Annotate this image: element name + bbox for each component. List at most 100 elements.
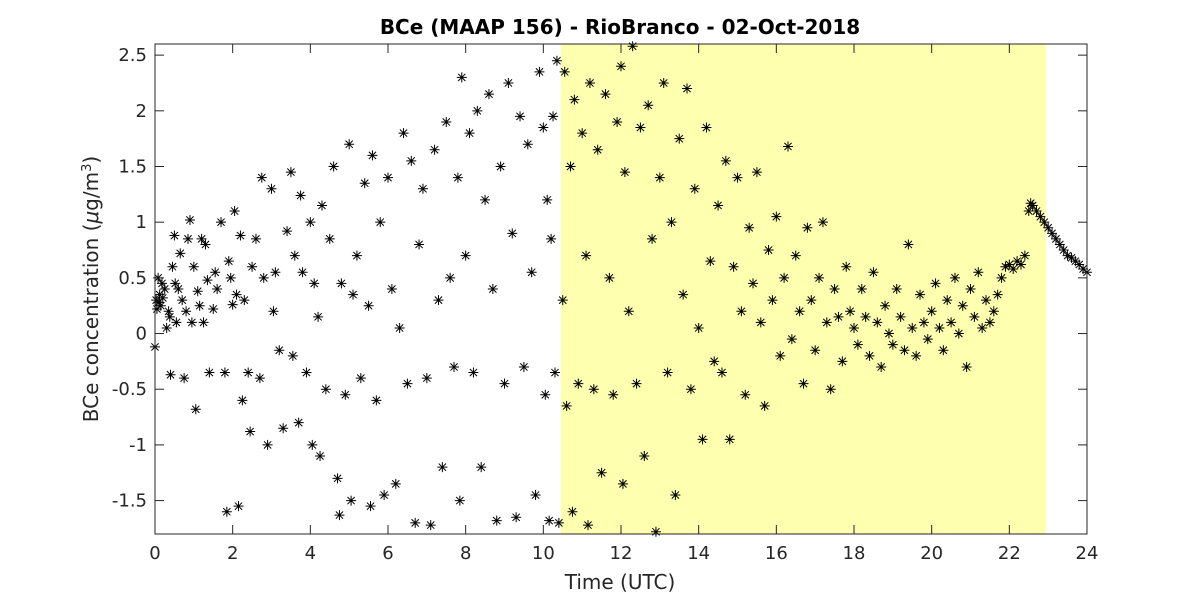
y-tick-label: -0.5 <box>112 379 147 400</box>
data-point <box>495 161 506 172</box>
data-point <box>794 306 805 317</box>
data-point <box>410 517 421 528</box>
data-point <box>219 367 230 378</box>
data-point <box>163 306 174 317</box>
data-point <box>483 89 494 100</box>
data-point <box>491 515 502 526</box>
data-point <box>1004 259 1015 270</box>
data-point <box>227 299 238 310</box>
data-point <box>233 501 244 512</box>
data-point <box>250 233 261 244</box>
data-point <box>243 367 254 378</box>
data-point <box>662 367 673 378</box>
data-point <box>600 89 611 100</box>
data-point <box>841 261 852 272</box>
data-point <box>650 526 661 537</box>
data-point <box>169 230 180 241</box>
data-point <box>190 404 201 415</box>
data-point <box>390 478 401 489</box>
data-point <box>825 384 836 395</box>
x-tick-label: 20 <box>920 543 943 564</box>
data-point <box>767 295 778 306</box>
data-point <box>814 272 825 283</box>
data-point <box>239 295 250 306</box>
y-tick-label: -1.5 <box>112 491 147 512</box>
data-point <box>1050 233 1061 244</box>
data-point <box>449 361 460 372</box>
data-point <box>604 272 615 283</box>
data-point <box>732 172 743 183</box>
data-point <box>837 356 848 367</box>
data-point <box>309 278 320 289</box>
data-point <box>266 183 277 194</box>
data-point <box>639 451 650 462</box>
data-point <box>627 41 638 52</box>
data-point <box>177 295 188 306</box>
y-axis-title-unit-mu: μ <box>79 211 103 225</box>
data-point <box>159 284 170 294</box>
y-axis-title-suffix: ) <box>79 156 103 164</box>
data-point <box>200 239 211 250</box>
x-axis-title: Time (UTC) <box>564 570 676 594</box>
data-point <box>996 272 1007 283</box>
data-point <box>256 172 267 183</box>
data-point <box>608 389 619 400</box>
data-point <box>779 272 790 283</box>
data-point <box>883 328 894 339</box>
data-point <box>744 222 755 233</box>
data-point <box>674 133 685 144</box>
data-point <box>414 239 425 250</box>
data-point <box>984 317 995 328</box>
data-point <box>170 278 181 289</box>
data-point <box>845 306 856 317</box>
data-point <box>965 284 976 294</box>
data-point <box>274 345 285 356</box>
data-point <box>181 306 192 317</box>
data-point <box>592 144 603 155</box>
data-point <box>934 322 945 333</box>
x-tick-label: 4 <box>305 543 316 564</box>
data-point <box>720 155 731 166</box>
data-point <box>666 217 677 228</box>
data-point <box>775 350 786 361</box>
data-point <box>548 111 559 122</box>
data-point <box>186 317 197 328</box>
data-point <box>247 261 258 272</box>
y-tick-label: 0 <box>136 324 147 345</box>
data-point <box>616 61 626 72</box>
data-point <box>612 116 623 127</box>
data-point <box>899 345 910 356</box>
data-point <box>499 378 510 389</box>
data-point <box>992 289 1003 300</box>
data-point <box>210 267 221 278</box>
data-point <box>895 311 906 322</box>
data-point <box>153 297 164 308</box>
data-markers <box>150 41 1092 537</box>
data-point <box>926 306 937 317</box>
x-tick-label: 6 <box>382 543 393 564</box>
data-point <box>301 367 312 378</box>
data-point <box>156 278 167 289</box>
data-point <box>476 462 487 473</box>
data-point <box>938 345 949 356</box>
data-point <box>751 167 762 178</box>
data-point <box>538 122 549 133</box>
data-point <box>647 233 658 244</box>
data-point <box>198 317 209 328</box>
data-point <box>693 322 704 333</box>
data-point <box>701 122 712 133</box>
data-point <box>359 178 370 189</box>
data-point <box>202 275 213 286</box>
data-point <box>654 172 665 183</box>
data-point <box>930 278 941 289</box>
data-point <box>544 515 555 526</box>
data-point <box>880 300 891 311</box>
data-point <box>957 300 968 311</box>
data-point <box>511 512 522 523</box>
data-point <box>402 378 413 389</box>
data-point <box>171 317 182 328</box>
data-point <box>705 256 716 267</box>
data-point <box>546 233 557 244</box>
data-point <box>617 478 628 489</box>
data-point <box>258 272 269 283</box>
